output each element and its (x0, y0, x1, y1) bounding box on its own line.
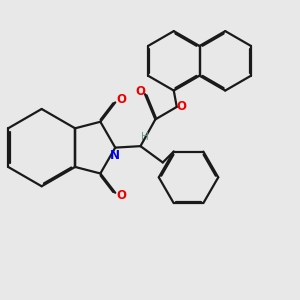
Text: H: H (141, 132, 149, 142)
Text: O: O (116, 93, 126, 106)
Text: O: O (116, 189, 126, 202)
Text: O: O (136, 85, 146, 98)
Text: N: N (110, 148, 120, 162)
Text: O: O (176, 100, 186, 113)
